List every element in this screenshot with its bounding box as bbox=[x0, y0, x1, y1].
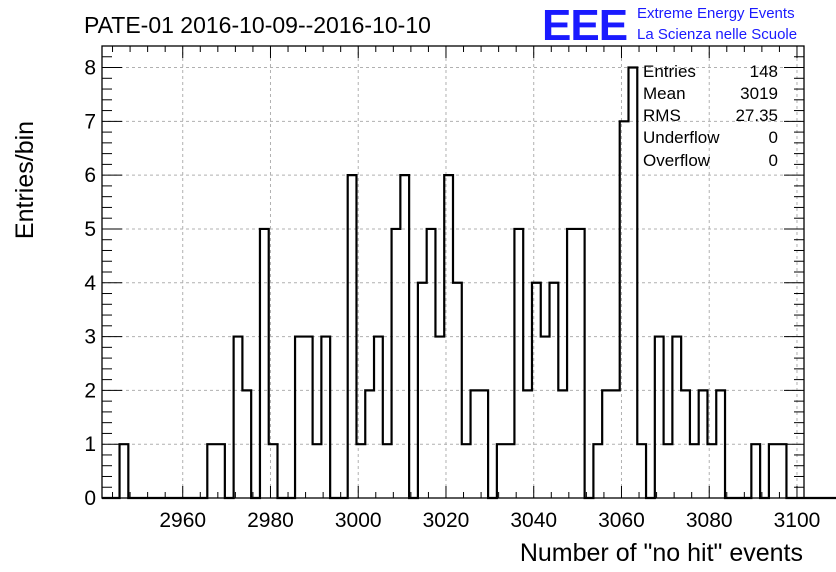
histogram-bin bbox=[260, 229, 269, 498]
x-tick-label: 2980 bbox=[247, 509, 294, 532]
histogram-bin bbox=[672, 337, 681, 498]
histogram-bin bbox=[295, 337, 304, 498]
stats-box: Entries 148 Mean 3019 RMS 27.35 Underflo… bbox=[643, 62, 778, 170]
histogram-bin bbox=[778, 444, 787, 498]
histogram-bin bbox=[514, 229, 523, 498]
y-tick-label: 4 bbox=[84, 272, 96, 295]
x-axis-label: Number of "no hit" events bbox=[520, 539, 803, 567]
histogram-bin bbox=[207, 444, 216, 498]
stats-mean-label: Mean bbox=[643, 84, 686, 103]
x-tick-label: 3100 bbox=[774, 509, 821, 532]
y-tick-label: 3 bbox=[84, 326, 96, 349]
histogram-bin bbox=[120, 444, 129, 498]
y-tick-label: 5 bbox=[84, 218, 96, 241]
stats-overflow-label: Overflow bbox=[643, 151, 711, 170]
histogram-bin bbox=[234, 337, 243, 498]
y-tick-label: 1 bbox=[84, 433, 96, 456]
y-tick-label: 0 bbox=[84, 487, 96, 510]
histogram-bin bbox=[497, 444, 506, 498]
x-tick-label: 3060 bbox=[598, 509, 645, 532]
x-tick-label: 3000 bbox=[335, 509, 382, 532]
stats-underflow-value: 0 bbox=[769, 128, 778, 147]
histogram-bin bbox=[321, 337, 330, 498]
y-tick-label: 2 bbox=[84, 379, 96, 402]
x-tick-label: 3040 bbox=[510, 509, 557, 532]
eee-logo: EEE Extreme Energy Events La Scienza nel… bbox=[542, 1, 797, 50]
histogram-bin bbox=[576, 229, 585, 498]
x-tick-label: 3080 bbox=[686, 509, 733, 532]
y-tick-label: 7 bbox=[84, 110, 96, 133]
histogram-bin bbox=[313, 444, 322, 498]
histogram-bin bbox=[506, 444, 515, 498]
histogram-bin bbox=[769, 444, 778, 498]
histogram-bin bbox=[751, 444, 760, 498]
histogram-bin bbox=[655, 337, 664, 498]
y-tick-label: 8 bbox=[84, 57, 96, 80]
stats-entries-value: 148 bbox=[750, 62, 778, 81]
histogram-bin bbox=[567, 229, 576, 498]
histogram-bin bbox=[435, 337, 444, 498]
stats-rms-label: RMS bbox=[643, 106, 681, 125]
logo-mark: EEE bbox=[542, 1, 627, 50]
logo-line-1: Extreme Energy Events bbox=[637, 5, 795, 22]
histogram-bin bbox=[392, 229, 401, 498]
histogram-bin bbox=[690, 444, 699, 498]
histogram-bin bbox=[383, 444, 392, 498]
stats-mean-value: 3019 bbox=[740, 84, 778, 103]
stats-entries-label: Entries bbox=[643, 62, 696, 81]
x-axis-ticks: 2960 2980 3000 3020 3040 3060 3080 3100 bbox=[112, 46, 821, 532]
y-axis-ticks: 0 1 2 3 4 5 6 7 8 bbox=[84, 45, 804, 510]
histogram-bin bbox=[637, 444, 646, 498]
histogram-bin bbox=[462, 444, 471, 498]
stats-overflow-value: 0 bbox=[769, 151, 778, 170]
histogram-bin bbox=[427, 229, 436, 498]
y-axis-label: Entries/bin bbox=[11, 121, 39, 239]
histogram-bin bbox=[216, 444, 225, 498]
stats-rms-value: 27.35 bbox=[735, 106, 778, 125]
logo-line-2: La Scienza nelle Scuole bbox=[637, 26, 797, 43]
x-tick-label: 2960 bbox=[159, 509, 206, 532]
y-tick-label: 6 bbox=[84, 164, 96, 187]
histogram-bin bbox=[593, 444, 602, 498]
stats-underflow-label: Underflow bbox=[643, 128, 720, 147]
histogram-bin bbox=[541, 337, 550, 498]
histogram-bin bbox=[374, 337, 383, 498]
histogram-bin bbox=[664, 444, 673, 498]
histogram-bin bbox=[304, 337, 313, 498]
x-tick-label: 3020 bbox=[423, 509, 470, 532]
chart-title: PATE-01 2016-10-09--2016-10-10 bbox=[84, 12, 431, 38]
histogram-bin bbox=[620, 121, 629, 498]
